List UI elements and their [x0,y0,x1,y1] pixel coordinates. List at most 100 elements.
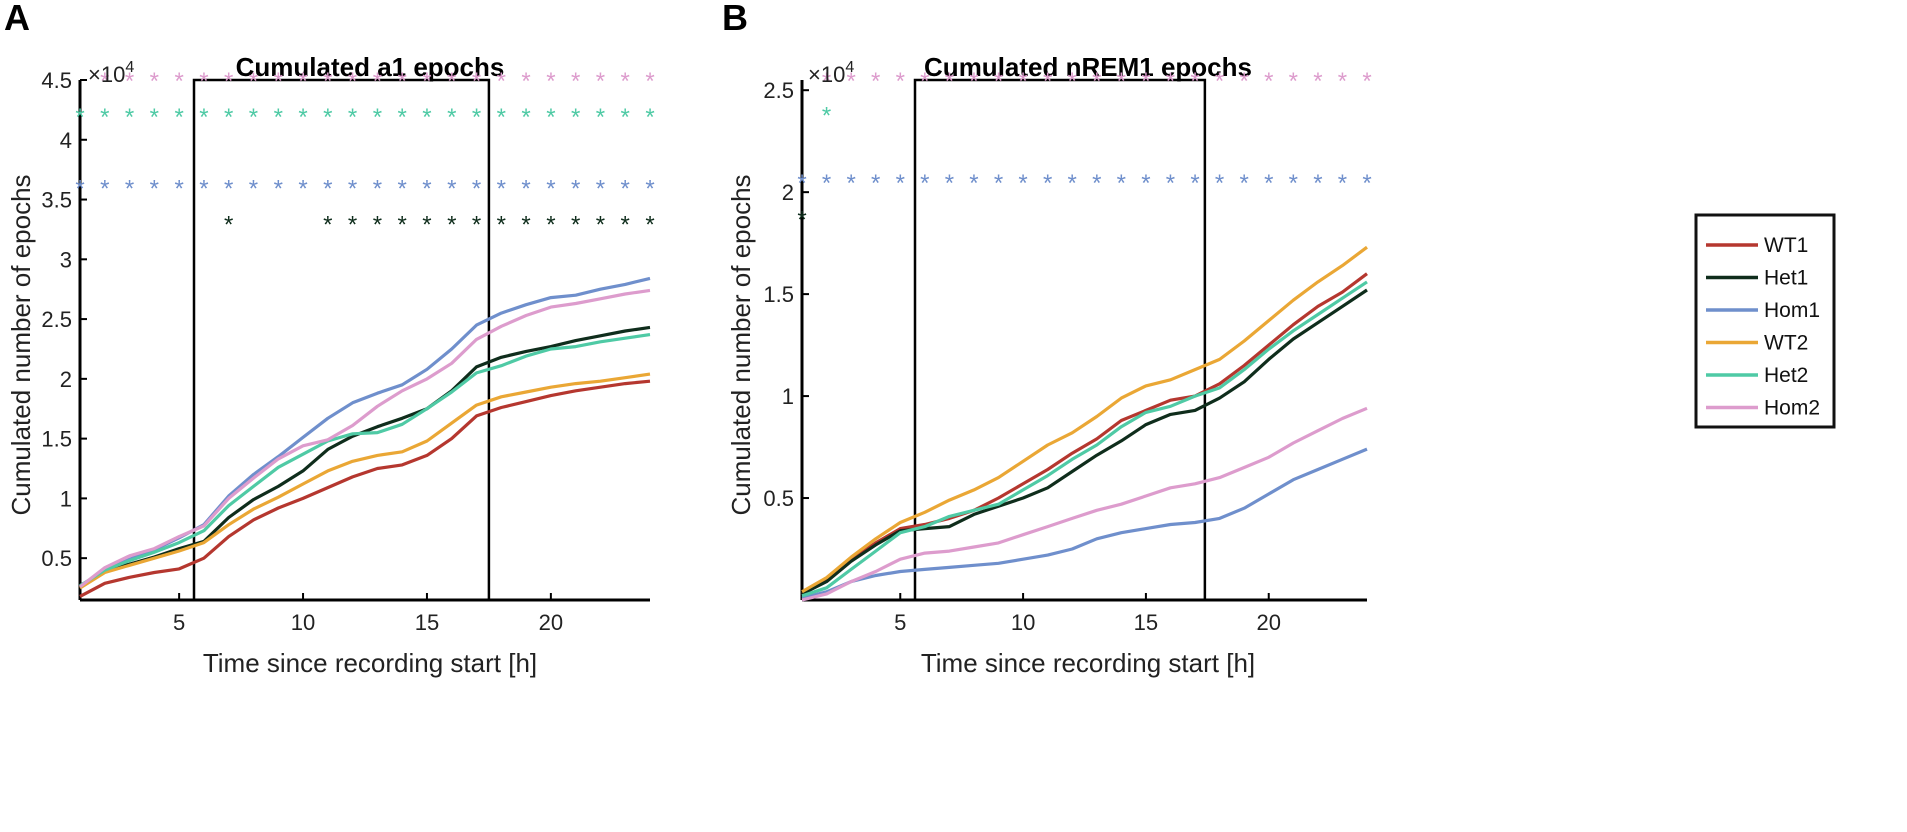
panel-a-significance-marker: * [100,68,109,95]
panel-b-significance-marker: * [822,68,831,95]
panel-b-y-tick-label: 2 [782,180,794,205]
panel-b-significance-marker: * [1117,170,1126,197]
panel-a-significance-marker: * [150,176,159,203]
panel-b-x-axis-label: Time since recording start [h] [921,648,1255,678]
panel-a-significance-marker: * [398,176,407,203]
panel-a-significance-marker: * [645,176,654,203]
panel-b-y-tick-label: 2.5 [763,78,794,103]
panel-b-significance-marker: * [1215,68,1224,95]
panel-b-significance-marker: * [1264,170,1273,197]
panel-a-significance-marker: * [422,176,431,203]
panel-b-significance-marker: * [920,170,929,197]
panel-a-significance-marker: * [497,68,506,95]
panel-b-significance-marker: * [1018,170,1027,197]
panel-a-significance-marker: * [621,104,630,131]
panel-b-significance-marker: * [1043,170,1052,197]
panel-b-series-hom2 [801,406,1368,602]
panel-a-plot-area: 5 10 15 20 0.5 1 1.5 2 2.5 3 3.5 4 4.5 * * * * * * * * * * * * * *… [41,68,654,635]
panel-a-x-tick-label: 10 [291,610,315,635]
panel-a-significance-marker: * [373,211,382,238]
panel-a-y-tick-label: 1.5 [41,427,72,452]
panel-b-series-wt1 [801,272,1368,596]
panel-a-significance-marker: * [472,104,481,131]
panel-b: B Cumulated nREM1 epochs 5 10 15 20 0.5 1 1.5 2… [722,0,1372,678]
panel-a-significance-marker: * [497,104,506,131]
panel-a-significance-marker: * [621,211,630,238]
panel-a-significance-marker: * [571,211,580,238]
panel-a-significance-marker: * [125,176,134,203]
panel-a-significance-marker: * [521,176,530,203]
panel-a-significance-marker: * [398,68,407,95]
legend: WT1 Het1 Hom1 WT2 Het2 Hom2 [1694,213,1836,429]
panel-b-significance-marker: * [1240,170,1249,197]
panel-b-significance-marker: * [1141,170,1150,197]
legend-label-hom1: Hom1 [1764,299,1820,322]
panel-a-significance-marker: * [348,104,357,131]
panel-a-y-tick-label: 3.5 [41,188,72,213]
panel-a-significance-marker: * [199,68,208,95]
panel-a-significance-marker: * [621,68,630,95]
panel-a-series-wt2 [79,372,651,590]
panel-b-significance-marker: * [896,170,905,197]
panel-b-significance-marker: * [896,68,905,95]
panel-a-significance-marker: * [521,68,530,95]
panel-b-significance-marker: * [1264,68,1273,95]
legend-label-het2: Het2 [1764,364,1808,387]
panel-b-significance-marker: * [969,170,978,197]
panel-b-y-tick-label: 1.5 [763,282,794,307]
panel-a-significance-marker: * [521,104,530,131]
panel-b-significance-marker: * [1190,68,1199,95]
panel-a-significance-marker: * [323,176,332,203]
panel-b-significance-marker: * [871,170,880,197]
panel-b-x-tick-label: 5 [894,610,906,635]
panel-b-significance-marker: * [920,68,929,95]
panel-a-significance-marker: * [521,211,530,238]
panel-a-significance-marker: * [472,211,481,238]
panel-b-series-het1 [801,288,1368,596]
panel-a-y-tick-label: 1 [60,486,72,511]
panel-a-significance-marker: * [298,68,307,95]
panel-a-significance-marker: * [596,68,605,95]
panel-b-series-wt2 [801,245,1368,594]
panel-a-x-tick-label: 15 [415,610,439,635]
panel-a-y-tick-label: 2 [60,367,72,392]
panel-a-significance-marker: * [125,68,134,95]
panel-b-significance-marker: * [822,103,831,130]
legend-box [1694,213,1836,429]
panel-b-letter: B [722,0,748,38]
panel-a-significance-marker: * [323,104,332,131]
panel-a-significance-marker: * [348,176,357,203]
panel-a-significance-marker: * [199,104,208,131]
panel-b-significance-marker: * [1141,68,1150,95]
panel-a-significance-marker: * [274,68,283,95]
panel-b-significance-marker: * [1240,68,1249,95]
panel-b-x-tick-label: 15 [1134,610,1158,635]
panel-a-letter: A [4,0,30,38]
panel-a-significance-marker: * [447,176,456,203]
panel-b-significance-marker: * [994,170,1003,197]
panel-a-significance-marker: * [274,176,283,203]
panel-a-significance-marker: * [174,68,183,95]
panel-a-significance-marker: * [150,68,159,95]
panel-a-significance-marker: * [422,104,431,131]
panel-a-significance-marker: * [571,104,580,131]
panel-a-series-wt1 [79,379,651,598]
panel-a-significance-marker: * [472,176,481,203]
legend-label-wt1: WT1 [1764,234,1808,257]
panel-a-significance-marker: * [645,68,654,95]
panel-b-significance-marker: * [797,170,806,197]
panel-b-significance-marker: * [822,170,831,197]
panel-a-significance-marker: * [546,104,555,131]
legend-label-hom2: Hom2 [1764,397,1820,420]
panel-b-significance-marker: * [1215,170,1224,197]
panel-b-significance-marker: * [1362,68,1371,95]
panel-b-significance-marker: * [1092,170,1101,197]
panel-a-significance-marker: * [546,211,555,238]
panel-a-significance-marker: * [621,176,630,203]
panel-a-significance-marker: * [125,104,134,131]
panel-a-y-axis-label: Cumulated number of epochs [6,174,36,515]
panel-a-significance-marker: * [398,211,407,238]
panel-b-y-tick-label: 0.5 [763,486,794,511]
panel-a-significance-marker: * [596,104,605,131]
